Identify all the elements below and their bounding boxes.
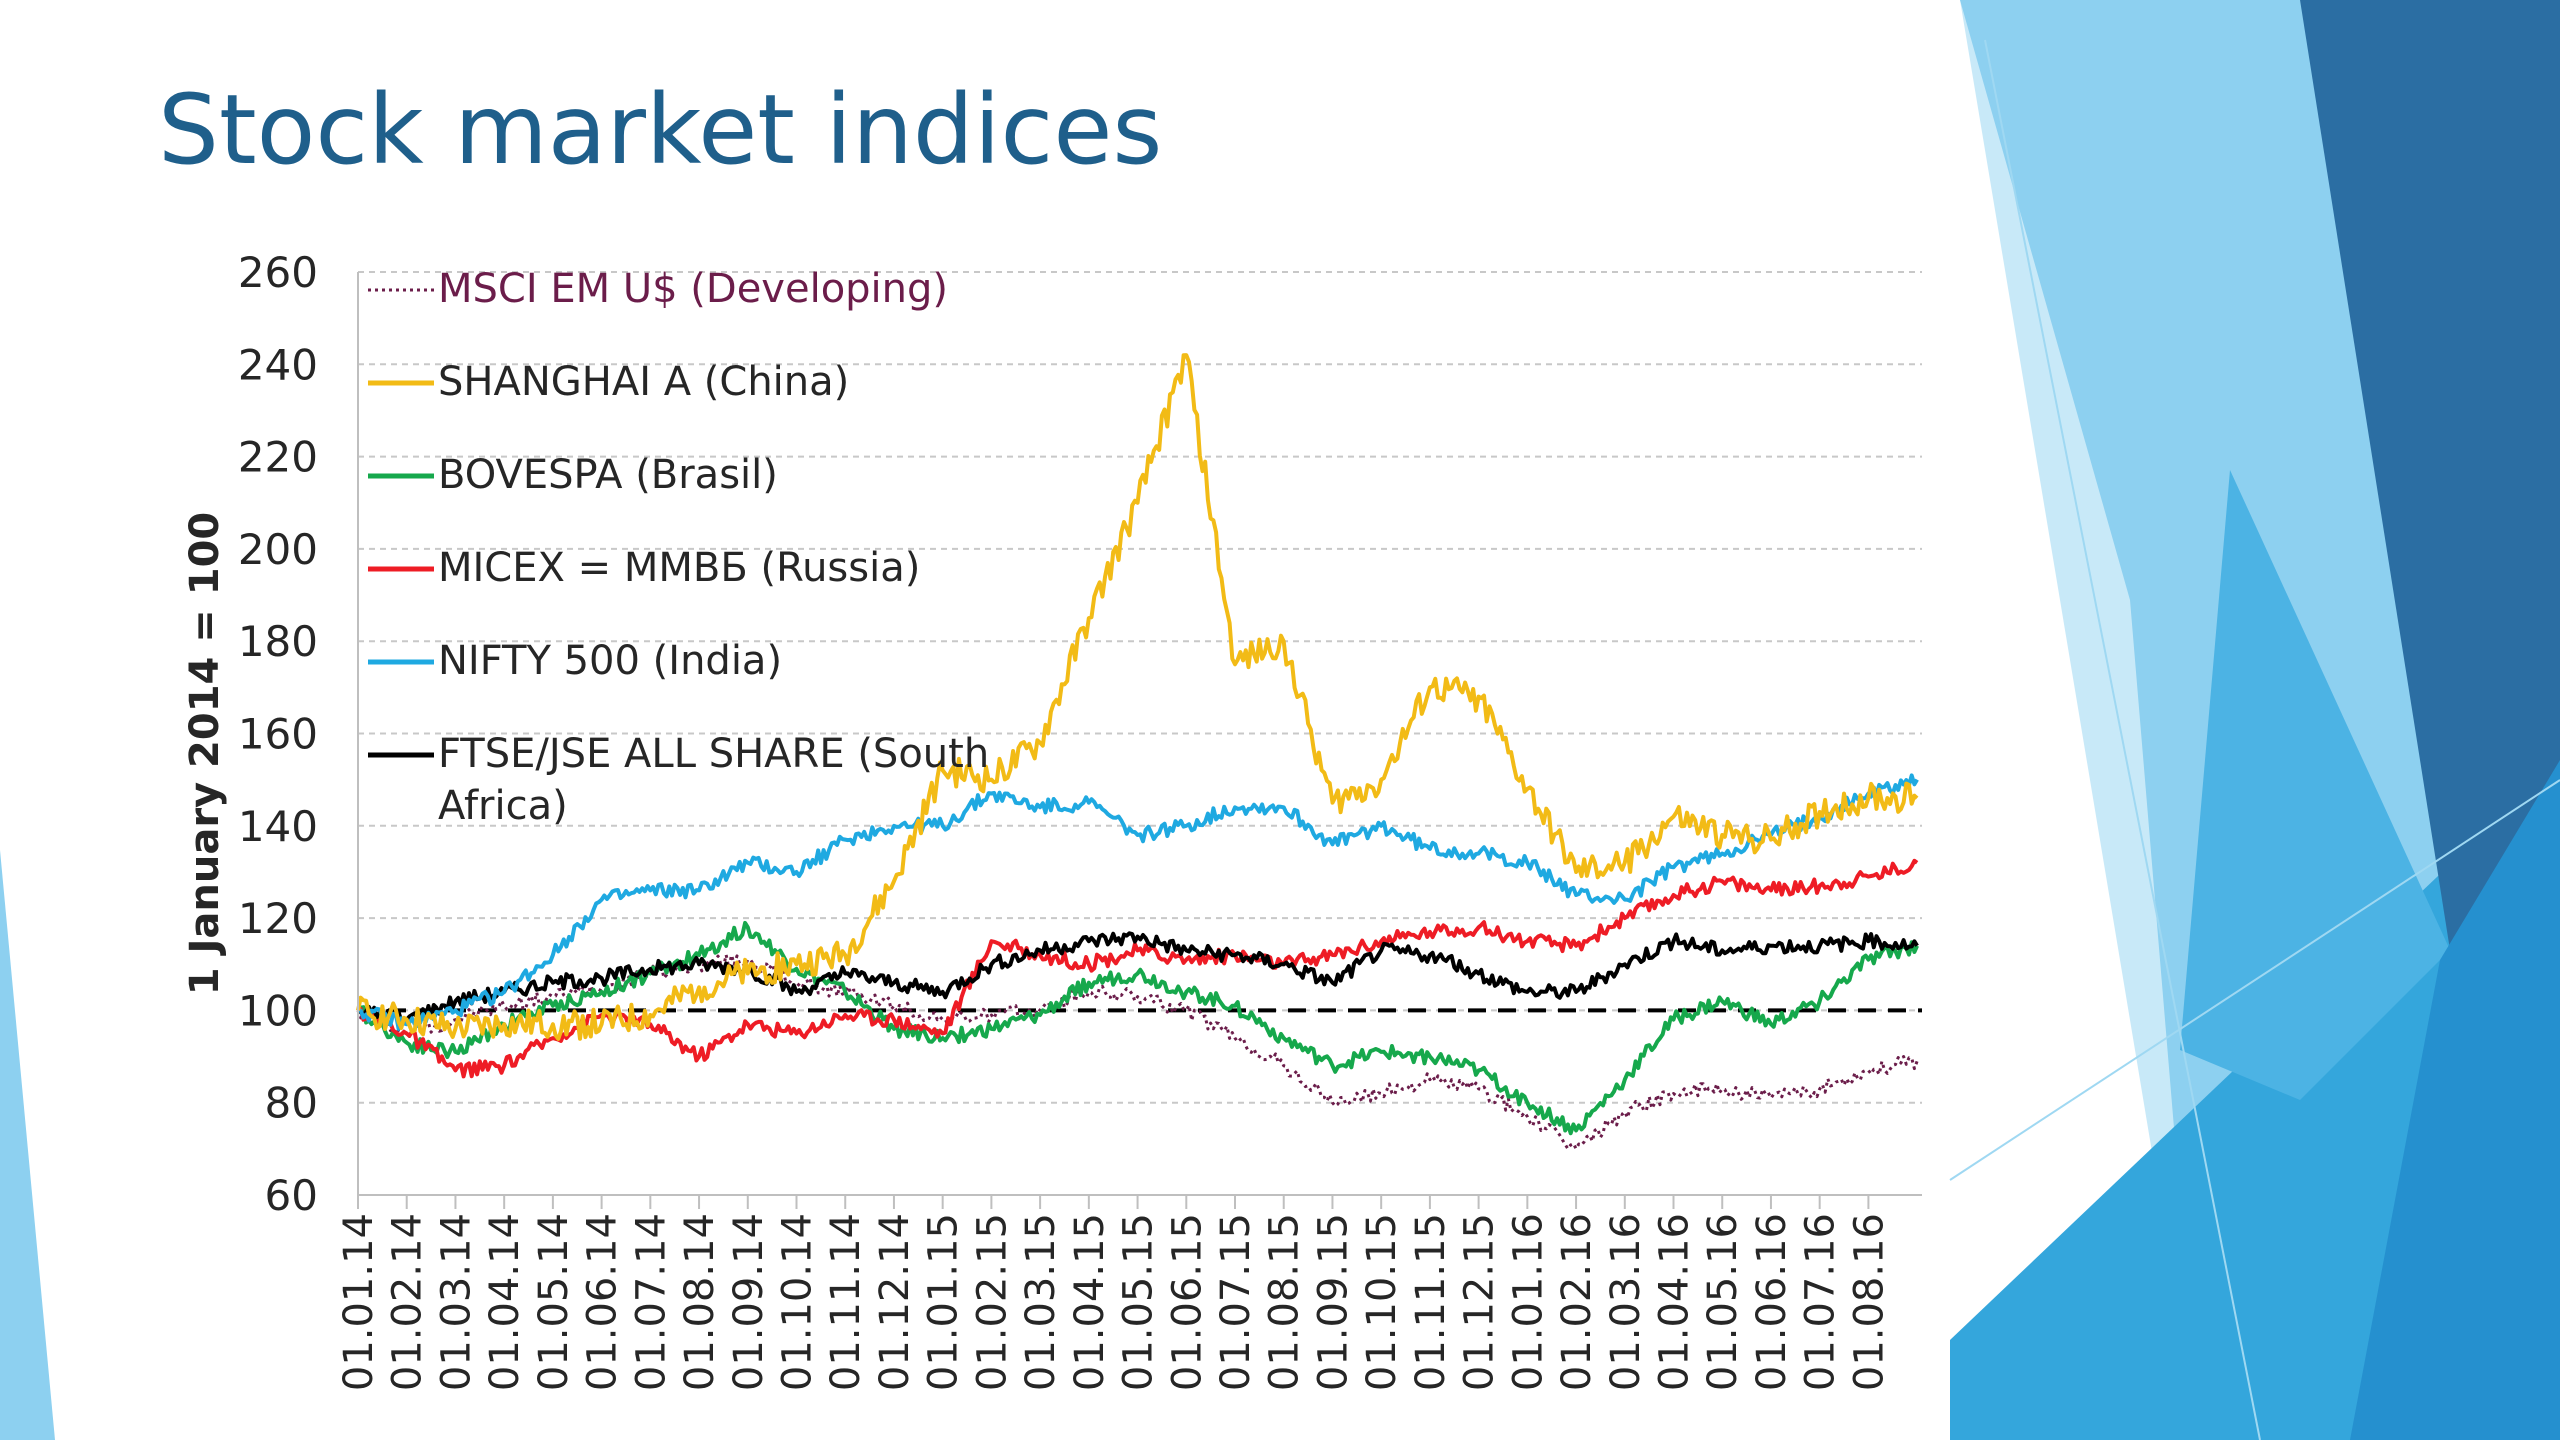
x-tick-label: 01.03.14 <box>433 1213 479 1391</box>
y-tick-label: 140 <box>238 802 318 851</box>
x-tick-label: 01.09.14 <box>726 1213 772 1391</box>
legend-label-line: MSCI EM U$ (Developing) <box>438 266 948 312</box>
x-tick-label: 01.07.16 <box>1798 1213 1844 1391</box>
legend-label-line: NIFTY 500 (India) <box>438 638 782 684</box>
decor-thin-line-b <box>1984 39 2261 1440</box>
y-tick-label: 80 <box>265 1079 318 1128</box>
x-tick-label: 01.11.14 <box>823 1213 869 1391</box>
x-tick-label: 01.02.16 <box>1554 1213 1600 1391</box>
y-tick-label: 180 <box>238 617 318 666</box>
y-tick-label: 160 <box>238 710 318 759</box>
x-tick-label: 01.06.16 <box>1749 1213 1795 1391</box>
series-line-2 <box>356 353 1919 1041</box>
x-tick-label: 01.06.15 <box>1164 1213 1210 1391</box>
decor-right-mid-band <box>2180 470 2450 1100</box>
legend-label: SHANGHAI A (China) <box>438 359 849 405</box>
legend-label-line: MICEX = ММВБ (Russia) <box>438 545 920 591</box>
x-tick-label: 01.05.16 <box>1700 1213 1746 1391</box>
decor-thin-line-a <box>1949 779 2560 1181</box>
x-tick-label: 01.08.15 <box>1262 1213 1308 1391</box>
x-tick-label: 01.02.14 <box>385 1213 431 1391</box>
slide-title: Stock market indices <box>158 74 1163 186</box>
x-tick-label: 01.01.14 <box>336 1213 382 1391</box>
x-tick-label: 01.12.15 <box>1457 1213 1503 1391</box>
y-tick-label: 100 <box>238 986 318 1035</box>
series-line-1 <box>356 953 1919 1151</box>
x-tick-label: 01.06.14 <box>580 1213 626 1391</box>
axes: 1 January 2014 = 100 60 80 100 120 140 160 180… <box>182 248 1922 1391</box>
decor-right-dark <box>2300 0 2560 950</box>
legend-label-line: FTSE/JSE ALL SHARE (South <box>438 731 989 777</box>
y-tick-label: 120 <box>238 894 318 943</box>
legend-label: NIFTY 500 (India) <box>438 638 782 684</box>
legend: MSCI EM U$ (Developing) SHANGHAI A (China… <box>368 266 989 829</box>
legend-label-line: SHANGHAI A (China) <box>438 359 849 405</box>
x-tick-label: 01.07.14 <box>628 1213 674 1391</box>
x-tick-label: 01.03.16 <box>1603 1213 1649 1391</box>
decor-right-deep <box>2350 760 2560 1440</box>
legend-label: BOVESPA (Brasil) <box>438 452 778 498</box>
x-tick-label: 01.04.15 <box>1067 1213 1113 1391</box>
x-tick-label: 01.10.14 <box>775 1213 821 1391</box>
legend-label-line: Africa) <box>438 783 568 829</box>
x-tick-label: 01.04.16 <box>1652 1213 1698 1391</box>
x-tick-label: 01.12.14 <box>872 1213 918 1391</box>
x-tick-label: 01.02.15 <box>969 1213 1015 1391</box>
x-tick-label: 01.05.14 <box>531 1213 577 1391</box>
legend-label: MSCI EM U$ (Developing) <box>438 266 948 312</box>
legend-label-line: BOVESPA (Brasil) <box>438 452 778 498</box>
x-tick-label: 01.07.15 <box>1213 1213 1259 1391</box>
y-tick-label: 200 <box>238 525 318 574</box>
series-line-3 <box>356 920 1919 1136</box>
series-layer <box>356 353 1919 1151</box>
series-line-5 <box>357 773 1919 1031</box>
x-tick-label: 01.05.15 <box>1116 1213 1162 1391</box>
legend-label: MICEX = ММВБ (Russia) <box>438 545 920 591</box>
series-line-6 <box>356 931 1919 1024</box>
x-tick-label: 01.10.15 <box>1359 1213 1405 1391</box>
y-tick-label: 60 <box>265 1171 318 1220</box>
y-axis-title: 1 January 2014 = 100 <box>182 512 228 996</box>
x-tick-label: 01.01.16 <box>1505 1213 1551 1391</box>
x-tick-label: 01.04.14 <box>482 1213 528 1391</box>
x-tick-label: 01.11.15 <box>1408 1213 1454 1391</box>
legend-label: FTSE/JSE ALL SHARE (South Africa) <box>438 731 989 829</box>
y-tick-label: 240 <box>238 340 318 389</box>
y-tick-label: 220 <box>238 433 318 482</box>
x-tick-label: 01.09.15 <box>1310 1213 1356 1391</box>
x-tick-label: 01.01.15 <box>921 1213 967 1391</box>
series-line-4 <box>357 858 1919 1079</box>
decor-left-strip <box>0 850 55 1440</box>
x-tick-label: 01.08.16 <box>1846 1213 1892 1391</box>
x-tick-label: 01.08.14 <box>677 1213 723 1391</box>
x-tick-label: 01.03.15 <box>1018 1213 1064 1391</box>
y-tick-label: 260 <box>238 248 318 297</box>
